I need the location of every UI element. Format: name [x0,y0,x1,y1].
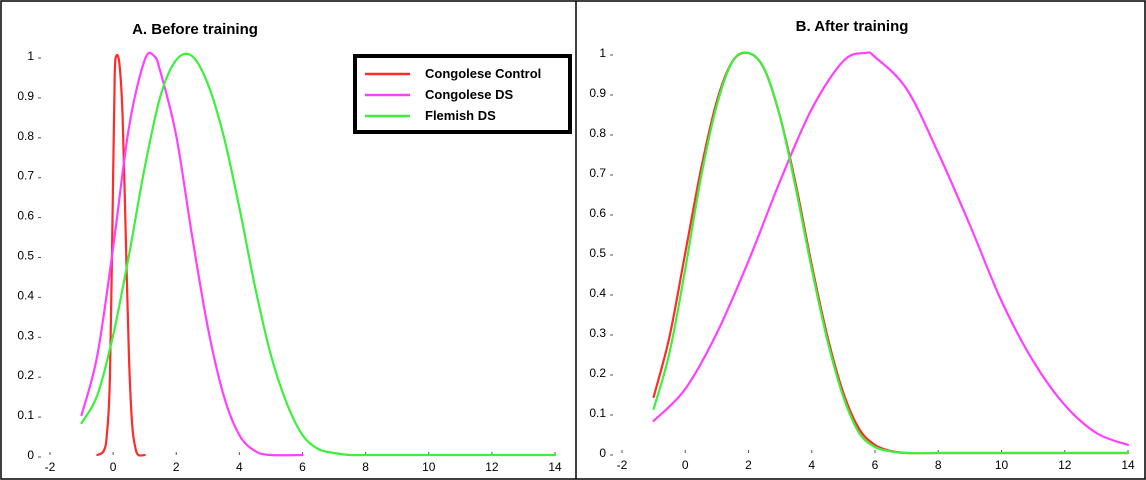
x-tick-label: 4 [236,460,243,474]
x-tick-label: 4 [808,458,815,472]
x-tick-label: 2 [173,460,180,474]
y-tick-label: 0.9 [17,89,34,103]
series-line-flemish-ds [80,52,557,457]
x-tick-label: 14 [548,460,562,474]
x-tick-label: 0 [110,460,117,474]
series-line-congolese-ds [80,51,304,457]
y-tick-label: 0.9 [589,86,606,100]
x-tick-label: 8 [935,458,942,472]
x-tick-label: -2 [45,460,56,474]
y-tick-label: 0.5 [589,246,606,260]
y-tick-label: 0 [599,446,606,460]
y-tick-label: 0.3 [589,326,606,340]
panel-before-training: A. Before training 0 0.1 0.2 0.3 0.4 0.5 0.6 0.… [17,21,572,474]
axes: 0 0.1 0.2 0.3 0.4 0.5 0.6 0.7 0.8 0.9 1 -2 0 2 4 6 8 10 12… [589,46,1135,472]
y-tick-label: 0.6 [17,209,34,223]
x-tick-label: 12 [485,460,499,474]
y-tick-label: 0.2 [17,368,34,382]
y-tick-label: 0.3 [17,328,34,342]
legend-label: Congolese Control [425,66,541,81]
y-tick-label: 0.4 [589,286,606,300]
x-tick-label: 6 [872,458,879,472]
panel-title: A. Before training [132,21,258,38]
series-layer [80,51,557,457]
x-tick-label: 14 [1121,458,1135,472]
x-tick-label: 2 [745,458,752,472]
x-tick-label: 6 [299,460,306,474]
y-tick-label: 0.7 [17,169,34,183]
x-tick-label: 12 [1058,458,1072,472]
y-tick-label: 0.8 [17,129,34,143]
x-tick-label: 0 [682,458,689,472]
x-tick-label: 10 [995,458,1009,472]
y-tick-label: 1 [599,46,606,60]
legend: Congolese Control Congolese DS Flemish D… [353,54,572,134]
legend-label: Flemish DS [425,108,496,123]
series-line-flemish-ds [652,51,1130,455]
x-tick-label: 10 [422,460,436,474]
panel-after-training: B. After training 0 0.1 0.2 0.3 0.4 0.5 0.6 0.7… [589,18,1135,472]
y-tick-label: 0.6 [589,206,606,220]
y-tick-label: 0.1 [589,406,606,420]
y-tick-label: 0 [27,448,34,462]
series-line-congolese-ds [652,51,1130,447]
x-tick-label: 8 [362,460,369,474]
series-line-congolese-control [96,53,146,457]
x-tick-label: -2 [617,458,628,472]
y-tick-label: 1 [27,49,34,63]
y-tick-label: 0.4 [17,288,34,302]
axes: 0 0.1 0.2 0.3 0.4 0.5 0.6 0.7 0.8 0.9 1 -2 0 2 4 6 8 10 12… [17,49,562,474]
y-tick-label: 0.1 [17,408,34,422]
y-tick-label: 0.8 [589,126,606,140]
series-layer [652,51,1130,455]
y-tick-label: 0.7 [589,166,606,180]
y-tick-label: 0.5 [17,249,34,263]
panel-title: B. After training [796,18,909,35]
y-tick-label: 0.2 [589,366,606,380]
legend-label: Congolese DS [425,87,513,102]
